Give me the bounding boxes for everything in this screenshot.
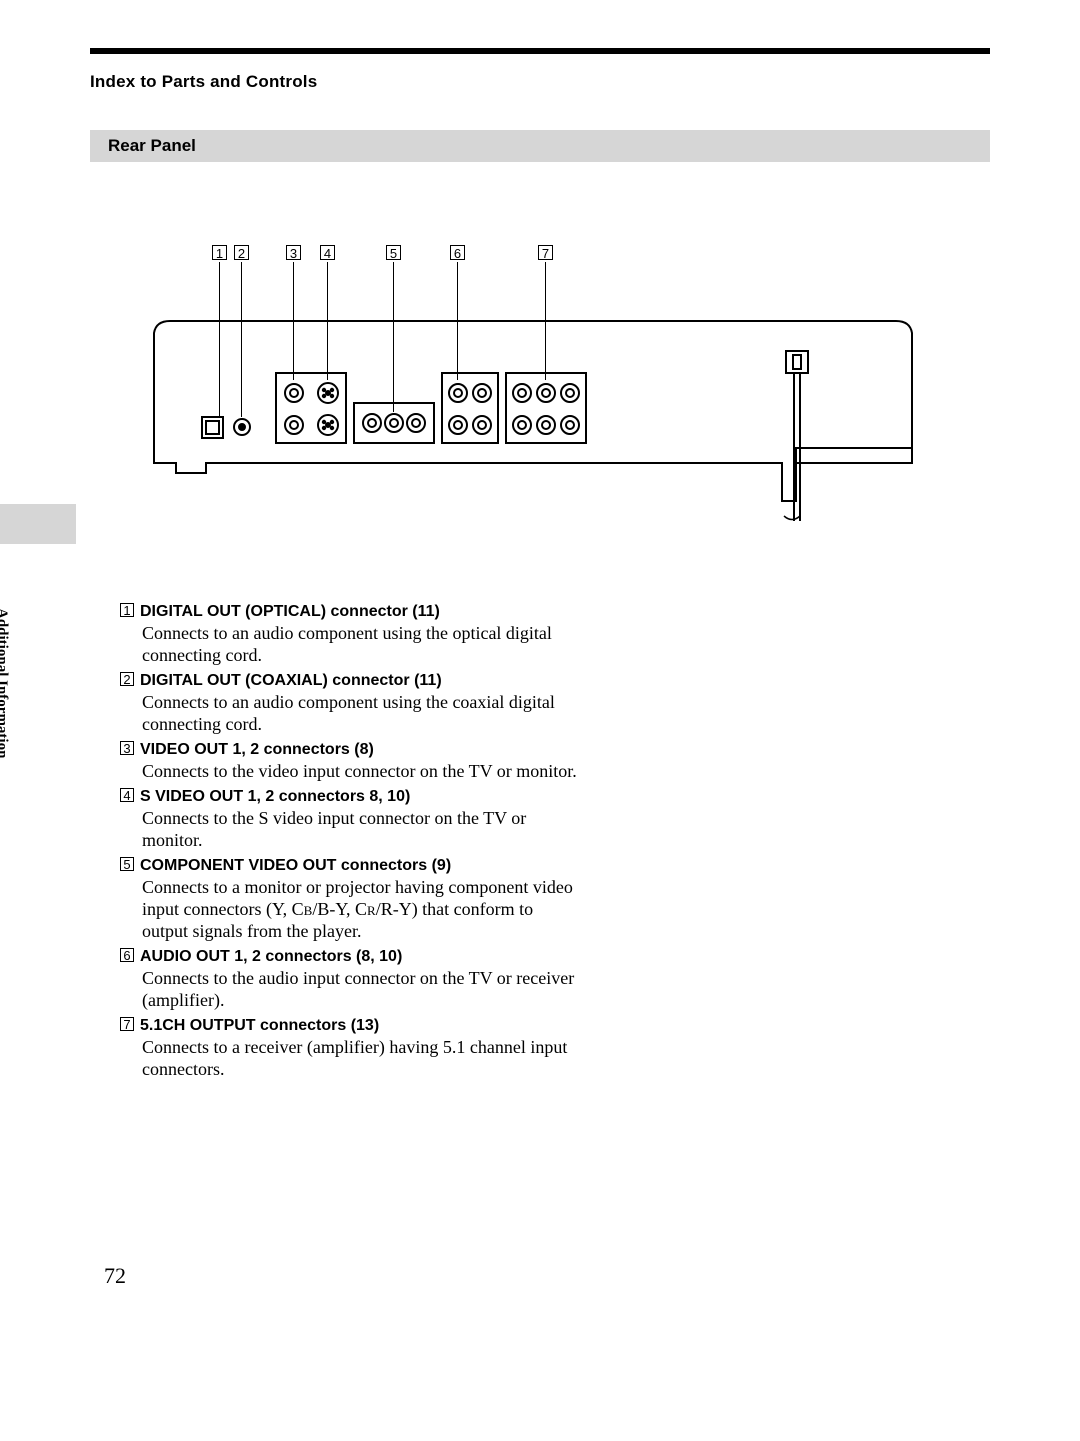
list-item-number: 1: [120, 603, 134, 617]
list-item-heading: 3 VIDEO OUT 1, 2 connectors (8): [120, 741, 620, 759]
callout-1: 1: [212, 245, 227, 260]
list-item-desc: Connects to a receiver (amplifier) havin…: [142, 1036, 582, 1080]
callout-lead: [241, 262, 242, 417]
list-item-desc: Connects to the S video input connector …: [142, 807, 582, 851]
list-item-title: AUDIO OUT 1, 2 connectors (8, 10): [140, 948, 402, 965]
list-item-desc: Connects to a monitor or projector havin…: [142, 876, 582, 942]
section-title: Rear Panel: [108, 136, 196, 156]
page-number: 72: [104, 1263, 126, 1289]
callout-lead: [219, 262, 220, 417]
callout-lead: [545, 262, 546, 380]
list-item-desc: Connects to the video input connector on…: [142, 760, 582, 782]
list-item-number: 5: [120, 857, 134, 871]
callout-lead: [393, 262, 394, 412]
list-item-number: 3: [120, 741, 134, 755]
list-item: 1 DIGITAL OUT (OPTICAL) connector (11) Con…: [120, 603, 620, 666]
side-tab: Additional Information: [0, 608, 10, 808]
list-item-heading: 2 DIGITAL OUT (COAXIAL) connector (11): [120, 672, 620, 690]
callout-6: 6: [450, 245, 465, 260]
list-item-desc: Connects to an audio component using the…: [142, 622, 582, 666]
callout-7: 7: [538, 245, 553, 260]
list-item-title: DIGITAL OUT (COAXIAL) connector (11): [140, 672, 442, 689]
parts-list: 1 DIGITAL OUT (OPTICAL) connector (11) Con…: [120, 603, 620, 1086]
list-item-heading: 5 COMPONENT VIDEO OUT connectors (9): [120, 857, 620, 875]
side-tab-bg: [0, 504, 76, 544]
list-item-title: 5.1CH OUTPUT connectors (13): [140, 1017, 379, 1034]
list-item: 3 VIDEO OUT 1, 2 connectors (8) Connects t…: [120, 741, 620, 782]
list-item-desc: Connects to an audio component using the…: [142, 691, 582, 735]
list-item: 7 5.1CH OUTPUT connectors (13) Connects to…: [120, 1017, 620, 1080]
breadcrumb: Index to Parts and Controls: [90, 72, 317, 92]
list-item: 4 S VIDEO OUT 1, 2 connectors 8, 10) Conne…: [120, 788, 620, 851]
list-item: 5 COMPONENT VIDEO OUT connectors (9) Conne…: [120, 857, 620, 942]
list-item-title: COMPONENT VIDEO OUT connectors (9): [140, 857, 451, 874]
list-item-number: 6: [120, 948, 134, 962]
list-item-number: 7: [120, 1017, 134, 1031]
list-item-number: 4: [120, 788, 134, 802]
list-item: 2 DIGITAL OUT (COAXIAL) connector (11) Con…: [120, 672, 620, 735]
callout-5: 5: [386, 245, 401, 260]
callout-2: 2: [234, 245, 249, 260]
section-bar: Rear Panel: [90, 130, 990, 162]
list-item-title: DIGITAL OUT (OPTICAL) connector (11): [140, 603, 440, 620]
callout-lead: [457, 262, 458, 380]
list-item-number: 2: [120, 672, 134, 686]
callout-3: 3: [286, 245, 301, 260]
callout-lead: [293, 262, 294, 380]
top-rule: [90, 48, 990, 54]
list-item-title: S VIDEO OUT 1, 2 connectors 8, 10): [140, 788, 410, 805]
list-item-heading: 1 DIGITAL OUT (OPTICAL) connector (11): [120, 603, 620, 621]
list-item-heading: 7 5.1CH OUTPUT connectors (13): [120, 1017, 620, 1035]
list-item-desc: Connects to the audio input connector on…: [142, 967, 582, 1011]
callout-4: 4: [320, 245, 335, 260]
rear-panel-diagram: 1 2 3 4 5 6 7: [136, 193, 936, 523]
list-item-heading: 4 S VIDEO OUT 1, 2 connectors 8, 10): [120, 788, 620, 806]
list-item: 6 AUDIO OUT 1, 2 connectors (8, 10) Connec…: [120, 948, 620, 1011]
callout-lead: [327, 262, 328, 380]
diagram-svg: [136, 193, 936, 523]
list-item-heading: 6 AUDIO OUT 1, 2 connectors (8, 10): [120, 948, 620, 966]
list-item-title: VIDEO OUT 1, 2 connectors (8): [140, 741, 374, 758]
